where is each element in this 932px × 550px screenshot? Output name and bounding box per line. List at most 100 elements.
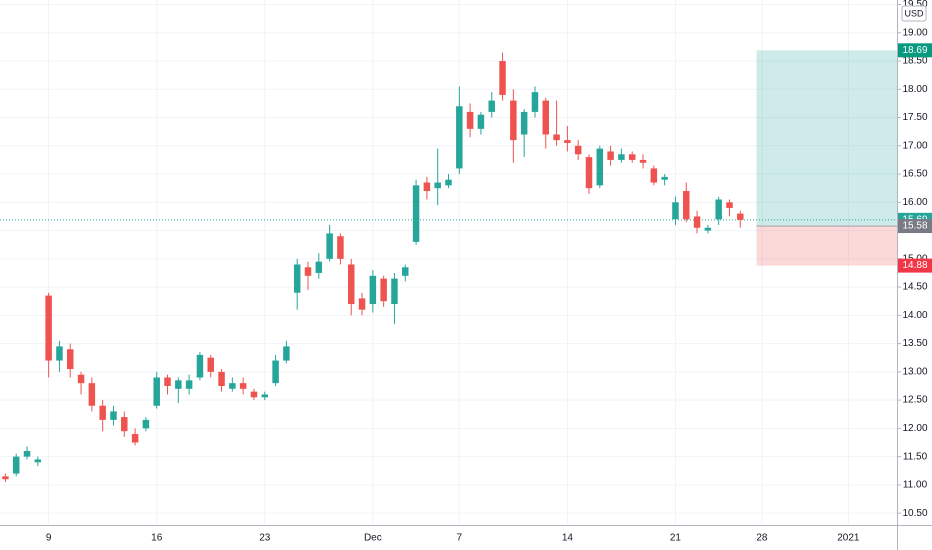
candle-body: [412, 185, 420, 242]
candle-body: [542, 100, 550, 135]
candle-body: [207, 357, 214, 372]
candle-body: [45, 295, 52, 361]
candle-body: [110, 411, 117, 420]
candle-body: [477, 114, 485, 129]
x-tick-label: 2021: [837, 533, 860, 544]
candle-body: [445, 179, 452, 186]
target-label-bg: [898, 43, 932, 58]
y-tick-label: 14.50: [902, 282, 927, 293]
candle-body: [23, 450, 31, 457]
candle-body: [499, 61, 506, 95]
candle-body: [293, 264, 301, 293]
candle-body: [56, 346, 63, 361]
candle-body: [650, 168, 658, 183]
candle-body: [628, 154, 636, 160]
y-tick-label: 14.00: [902, 310, 927, 321]
candle-body: [121, 417, 128, 432]
candle-body: [564, 140, 571, 143]
candle-body: [683, 191, 690, 220]
y-tick-label: 12.50: [902, 395, 927, 406]
y-tick-label: 18.00: [902, 84, 927, 95]
candle-body: [531, 92, 539, 112]
candle-body: [704, 227, 712, 231]
candle-body: [272, 360, 279, 384]
y-tick-label: 10.50: [902, 508, 927, 519]
candle-body: [153, 377, 160, 406]
candle-body: [326, 233, 333, 259]
candle-body: [304, 267, 312, 276]
y-tick-label: 17.00: [902, 140, 927, 151]
candle-body: [34, 459, 42, 463]
candle-body: [88, 383, 96, 406]
candle-body: [737, 213, 744, 220]
candle-body: [218, 371, 225, 386]
candle-body: [347, 264, 355, 305]
entry-label: 15.58: [902, 221, 927, 232]
candle-body: [715, 199, 722, 220]
y-tick-label: 19.50: [902, 0, 927, 10]
candle-body: [618, 154, 625, 160]
candle-body: [434, 182, 441, 189]
currency-box: [901, 5, 927, 22]
candle-body: [131, 434, 139, 443]
stop-label: 14.88: [902, 260, 927, 271]
candle-body: [2, 476, 9, 480]
candle-body: [77, 374, 85, 384]
entry-label-bg: [898, 219, 932, 234]
candle-body: [672, 202, 679, 220]
y-tick-label: 18.50: [902, 56, 927, 67]
candle-body: [391, 278, 398, 305]
candle-body: [229, 383, 236, 389]
y-tick-label: 17.50: [902, 112, 927, 123]
candle-body: [261, 394, 269, 398]
y-tick-label: 11.50: [903, 451, 928, 462]
x-tick-label: 9: [46, 533, 52, 544]
candle-body: [337, 236, 344, 259]
candle-body: [99, 405, 106, 420]
y-tick-label: 12.00: [902, 423, 927, 434]
candle-body: [466, 111, 474, 129]
profit-zone: [756, 50, 897, 227]
candle-body: [596, 148, 604, 186]
candle-body: [423, 182, 431, 192]
candle-body: [510, 100, 517, 141]
y-tick-label: 16.50: [902, 169, 927, 180]
candle-body: [142, 419, 150, 429]
candle-body: [456, 106, 463, 169]
y-tick-label: 13.50: [902, 338, 927, 349]
candle-body: [12, 456, 20, 474]
x-tick-label: 23: [259, 533, 271, 544]
candle-body: [520, 111, 528, 135]
candle-body: [693, 216, 701, 228]
candle-body: [585, 157, 593, 189]
candle-body: [239, 383, 247, 389]
x-tick-label: 21: [670, 533, 682, 544]
y-tick-label: 16.00: [902, 197, 927, 208]
candle-body: [488, 100, 495, 112]
candle-body: [402, 267, 409, 276]
x-tick-label: 14: [562, 533, 574, 544]
candle-body: [639, 159, 647, 163]
y-tick-label: 13.00: [902, 366, 927, 377]
candle-body: [661, 176, 668, 180]
y-tick-label: 11.00: [903, 480, 928, 491]
x-tick-label: 16: [151, 533, 163, 544]
candle-body: [185, 380, 193, 389]
currency: USD: [904, 8, 924, 18]
loss-zone: [756, 226, 897, 266]
candle-body: [726, 202, 733, 208]
candle-body: [369, 275, 377, 305]
candle-body: [553, 134, 560, 141]
candle-body: [196, 354, 204, 378]
target-label: 18.69: [902, 45, 927, 56]
candle-body: [175, 380, 182, 389]
stop-label-bg: [898, 258, 932, 273]
candle-body: [250, 391, 258, 398]
candle-body: [315, 261, 323, 273]
candle-body: [164, 377, 171, 386]
candle-body: [380, 278, 387, 302]
x-tick-label: 7: [457, 533, 463, 544]
candle-body: [283, 346, 290, 361]
